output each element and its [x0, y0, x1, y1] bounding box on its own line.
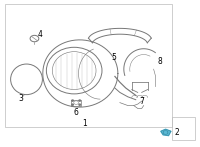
Circle shape: [79, 104, 81, 105]
Text: 8: 8: [157, 57, 162, 66]
Circle shape: [72, 104, 73, 105]
Text: 1: 1: [82, 119, 86, 128]
Circle shape: [79, 100, 81, 101]
Circle shape: [164, 132, 167, 133]
Text: 7: 7: [139, 97, 144, 106]
Circle shape: [164, 131, 168, 134]
Text: 3: 3: [18, 94, 23, 103]
Bar: [172, 117, 195, 141]
Text: 4: 4: [38, 30, 43, 39]
Bar: [71, 100, 81, 106]
Text: 5: 5: [111, 53, 116, 62]
Text: 6: 6: [74, 108, 79, 117]
Circle shape: [72, 100, 73, 101]
Polygon shape: [161, 129, 171, 136]
Bar: [5, 4, 172, 127]
Text: 2: 2: [174, 128, 179, 137]
